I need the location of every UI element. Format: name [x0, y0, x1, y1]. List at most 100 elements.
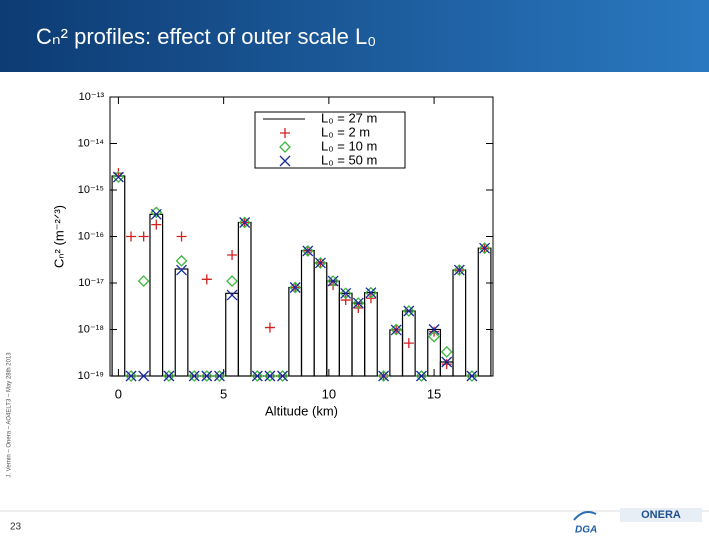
- marker-diamond: [352, 297, 365, 309]
- x-tick-label: 10: [322, 386, 336, 401]
- marker-diamond: [415, 370, 428, 382]
- step-bar: [288, 286, 303, 377]
- step-bar: [351, 302, 366, 377]
- step-bar: [174, 268, 189, 377]
- marker-diamond: [175, 254, 188, 267]
- marker-diamond: [339, 287, 352, 300]
- marker-x: [226, 289, 238, 301]
- marker-diamond: [112, 171, 125, 183]
- marker-x: [479, 242, 491, 254]
- marker-x: [201, 370, 213, 382]
- marker-x: [125, 370, 137, 382]
- x-tick-label: 15: [427, 386, 441, 401]
- marker-diamond: [428, 330, 440, 343]
- marker-diamond: [466, 370, 478, 382]
- marker-x: [277, 370, 289, 382]
- x-tick-label: 0: [115, 386, 122, 401]
- legend-label: L₀ = 27 m: [321, 110, 377, 125]
- step-bar: [338, 292, 353, 377]
- marker-plus: [340, 295, 351, 306]
- marker-x: [403, 305, 415, 317]
- marker-plus: [151, 219, 162, 230]
- step-bar: [477, 247, 492, 377]
- marker-x: [239, 217, 251, 228]
- marker-diamond: [365, 286, 377, 299]
- marker-x: [453, 264, 465, 276]
- marker-diamond: [137, 275, 150, 287]
- legend-box: [254, 111, 406, 169]
- marker-diamond: [289, 281, 302, 294]
- marker-x: [138, 370, 150, 382]
- legend-label: L₀ = 10 m: [321, 138, 377, 153]
- legend-label: L₀ = 50 m: [321, 152, 377, 167]
- marker-diamond: [390, 323, 403, 336]
- marker-diamond: [213, 370, 226, 382]
- side-note: J. Vernin – Onera – AO4ELT3 – May 28th 2…: [7, 352, 13, 478]
- legend-swatch: [279, 155, 291, 167]
- marker-plus: [441, 359, 452, 370]
- marker-diamond: [264, 370, 276, 382]
- marker-diamond: [478, 242, 491, 255]
- marker-x: [378, 370, 390, 382]
- marker-x: [188, 370, 200, 382]
- marker-plus: [403, 338, 414, 349]
- marker-diamond: [188, 370, 201, 382]
- dga-swoosh: [573, 511, 597, 521]
- marker-plus: [264, 322, 275, 333]
- y-tick-label: 10⁻¹³: [79, 91, 105, 103]
- y-tick-label: 10⁻¹⁵: [78, 184, 104, 196]
- x-tick-label: 5: [220, 386, 227, 401]
- onera-band: [620, 508, 702, 522]
- step-bar: [452, 269, 467, 377]
- slide-title: Cₙ² profiles: effect of outer scale L₀: [36, 24, 376, 49]
- marker-diamond: [327, 275, 339, 287]
- marker-diamond: [200, 370, 213, 382]
- y-tick-label: 10⁻¹⁶: [78, 230, 104, 242]
- marker-diamond: [301, 244, 314, 257]
- step-bar: [389, 329, 404, 377]
- marker-diamond: [276, 370, 289, 382]
- marker-x: [390, 324, 402, 336]
- marker-x: [365, 287, 377, 299]
- marker-diamond: [440, 345, 453, 358]
- step-bar: [237, 221, 252, 377]
- marker-diamond: [125, 370, 137, 382]
- x-axis-label: Altitude (km): [265, 403, 338, 418]
- marker-x: [441, 356, 453, 368]
- step-bar: [225, 292, 239, 377]
- marker-x: [176, 264, 188, 276]
- marker-x: [314, 257, 326, 269]
- marker-diamond: [377, 370, 390, 382]
- marker-plus: [176, 231, 187, 242]
- marker-diamond: [163, 370, 175, 382]
- legend-swatch: [280, 128, 290, 138]
- logo-dga: DGA: [575, 525, 597, 536]
- y-tick-label: 10⁻¹⁸: [78, 323, 104, 335]
- logo-onera: ONERA: [641, 509, 681, 521]
- marker-diamond: [402, 305, 415, 317]
- step-bar: [300, 249, 315, 377]
- marker-x: [251, 370, 263, 382]
- marker-diamond: [238, 216, 251, 229]
- legend-label: L₀ = 2 m: [321, 124, 370, 139]
- title-bar: [0, 0, 709, 72]
- marker-x: [327, 275, 339, 287]
- marker-plus: [201, 274, 212, 285]
- marker-x: [213, 370, 225, 382]
- page-number: 23: [10, 522, 22, 533]
- marker-x: [466, 370, 478, 382]
- marker-plus: [126, 231, 137, 242]
- marker-x: [302, 245, 314, 257]
- step-bar: [111, 175, 126, 377]
- marker-x: [289, 282, 301, 293]
- marker-diamond: [453, 264, 466, 276]
- y-tick-label: 10⁻¹⁷: [78, 277, 104, 289]
- marker-plus: [138, 231, 149, 242]
- y-tick-label: 10⁻¹⁴: [78, 137, 105, 149]
- marker-diamond: [314, 257, 327, 269]
- marker-x: [150, 208, 162, 220]
- y-axis-label: Cₙ² (m⁻²ᐟ³): [51, 205, 66, 268]
- y-tick-label: 10⁻¹⁹: [78, 370, 104, 382]
